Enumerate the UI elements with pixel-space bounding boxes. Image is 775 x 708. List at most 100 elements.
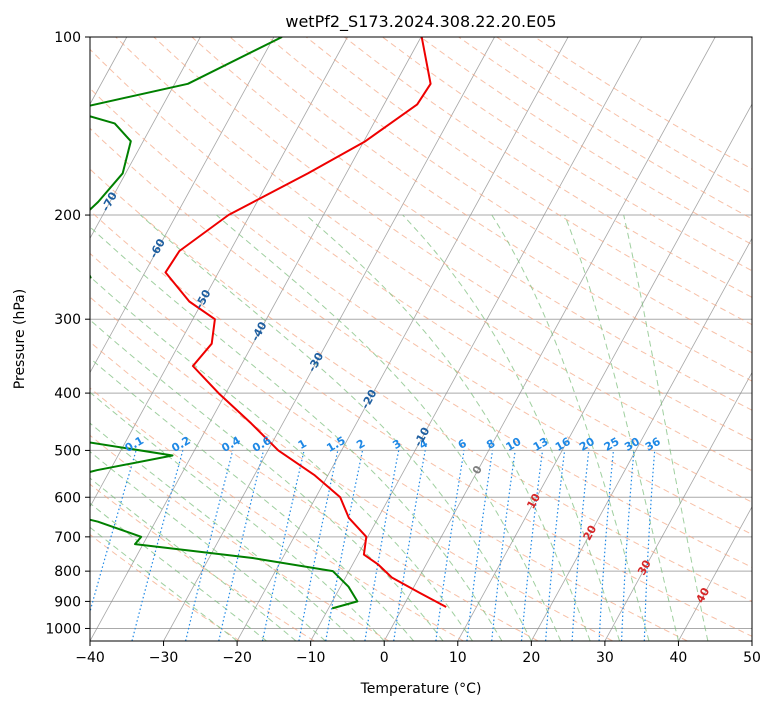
mixing-ratio-label: 0.6	[250, 434, 274, 455]
plot-line-labels: 0.10.20.40.611.52346810131620253036-100-…	[0, 102, 712, 606]
moist-adiabat-line	[90, 226, 503, 641]
y-tick-label: 100	[54, 30, 81, 46]
dry-adiabat-line	[90, 434, 390, 641]
isotherm-label: -60	[147, 236, 168, 260]
dry-adiabat-line	[90, 387, 464, 641]
y-tick-label: 300	[54, 312, 81, 328]
dry-adiabat-line	[115, 37, 752, 472]
isotherm-label: 30	[635, 557, 654, 577]
moist-adiabat-line	[491, 214, 650, 641]
isotherm-line	[604, 371, 752, 641]
mixing-ratio-line	[491, 450, 516, 641]
mixing-ratio-label: 6	[456, 437, 469, 452]
dry-adiabat-line	[420, 37, 752, 246]
x-tick-label: −30	[149, 650, 179, 666]
dry-adiabat-line	[343, 37, 752, 298]
mixing-ratio-label: 0.2	[169, 434, 192, 455]
moist-adiabat-line	[90, 422, 356, 641]
mixing-ratio-line	[466, 450, 494, 641]
mixing-ratio-label: 13	[531, 435, 551, 454]
mixing-ratio-label: 8	[484, 437, 497, 452]
plot-frame	[89, 36, 753, 642]
mixing-ratio-line	[185, 450, 234, 641]
plot-background-lines	[90, 37, 752, 641]
dry-adiabat-line	[90, 168, 752, 602]
x-tick-label: 10	[449, 650, 467, 666]
dry-adiabat-line	[458, 37, 752, 220]
x-tick-label: 40	[670, 650, 688, 666]
y-tick-label: 900	[54, 594, 81, 610]
isotherm-label: -80	[50, 145, 71, 169]
isotherm-label: -40	[249, 319, 270, 343]
mixing-ratio-line	[520, 450, 544, 641]
mixing-ratio-label: 10	[504, 435, 524, 454]
isotherm-line	[236, 37, 569, 641]
plot-series	[90, 37, 447, 610]
mixing-ratio-line	[598, 450, 614, 641]
x-tick-label: −10	[296, 650, 326, 666]
dry-adiabat-line	[267, 37, 752, 354]
dry-adiabat-line	[229, 37, 752, 382]
isotherm-line	[90, 37, 275, 374]
dry-adiabat-line	[90, 341, 539, 641]
mixing-ratio-label: 2	[354, 437, 367, 452]
chart-title: wetPf2_S173.2024.308.22.20.E05	[285, 12, 556, 32]
dewpoint-profile-line	[90, 37, 359, 610]
y-tick-label: 800	[54, 564, 81, 580]
isotherm-line	[163, 37, 495, 641]
moist-adiabat-line	[305, 214, 591, 641]
y-tick-label: 700	[54, 530, 81, 546]
mixing-ratio-line	[545, 450, 566, 641]
moist-adiabat-line	[623, 214, 709, 641]
mixing-ratio-line	[218, 450, 265, 641]
mixing-ratio-label: 36	[643, 435, 663, 454]
isotherm-line	[383, 37, 716, 641]
x-tick-label: −40	[75, 650, 105, 666]
moist-adiabat-line	[90, 451, 326, 641]
moist-adiabat-line	[90, 477, 297, 641]
isotherm-line	[310, 37, 643, 641]
isotherm-label: 20	[581, 523, 600, 543]
dry-adiabat-line	[496, 37, 752, 195]
mixing-ratio-label: 25	[602, 435, 622, 454]
moist-adiabat-line	[216, 214, 562, 641]
isotherm-label: -90	[0, 102, 21, 126]
mixing-ratio-label: 1.5	[324, 434, 347, 455]
mixing-ratio-label: 0.4	[219, 434, 243, 455]
isotherm-label: 10	[524, 491, 543, 511]
moist-adiabat-line	[402, 214, 621, 641]
dry-adiabat-line	[90, 534, 241, 641]
mixing-ratio-line	[131, 450, 184, 641]
x-tick-label: 0	[380, 650, 389, 666]
y-tick-label: 200	[54, 208, 81, 224]
moist-adiabat-line	[90, 502, 267, 641]
y-axis: 100 200 300 400 500 600 700 800 900 1000	[45, 30, 90, 637]
moist-adiabat-line	[90, 526, 238, 641]
isotherm-line	[530, 237, 752, 641]
mixing-ratio-line	[435, 450, 465, 641]
y-tick-label: 400	[54, 386, 81, 402]
y-tick-label: 1000	[45, 621, 81, 637]
x-tick-label: 50	[743, 650, 761, 666]
dry-adiabat-line	[90, 48, 752, 503]
mixing-ratio-line	[90, 450, 137, 614]
mixing-ratio-label: 20	[577, 435, 597, 454]
isotherm-label: -20	[359, 387, 380, 411]
isotherm-label: -10	[411, 425, 432, 449]
y-tick-label: 500	[54, 443, 81, 459]
isotherm-line	[751, 640, 752, 641]
moist-adiabat-line	[90, 357, 414, 641]
isotherm-line	[457, 103, 752, 641]
isotherm-line	[90, 37, 422, 641]
x-tick-label: 30	[596, 650, 614, 666]
dry-adiabat-line	[90, 296, 613, 641]
mixing-ratio-line	[643, 450, 656, 641]
dry-adiabat-line	[305, 37, 752, 326]
y-axis-label: Pressure (hPa)	[12, 289, 28, 389]
dry-adiabat-line	[153, 37, 752, 441]
dry-adiabat-line	[382, 37, 752, 272]
x-tick-label: 20	[522, 650, 540, 666]
isotherm-label: -70	[99, 190, 120, 214]
mixing-ratio-line	[364, 450, 400, 641]
